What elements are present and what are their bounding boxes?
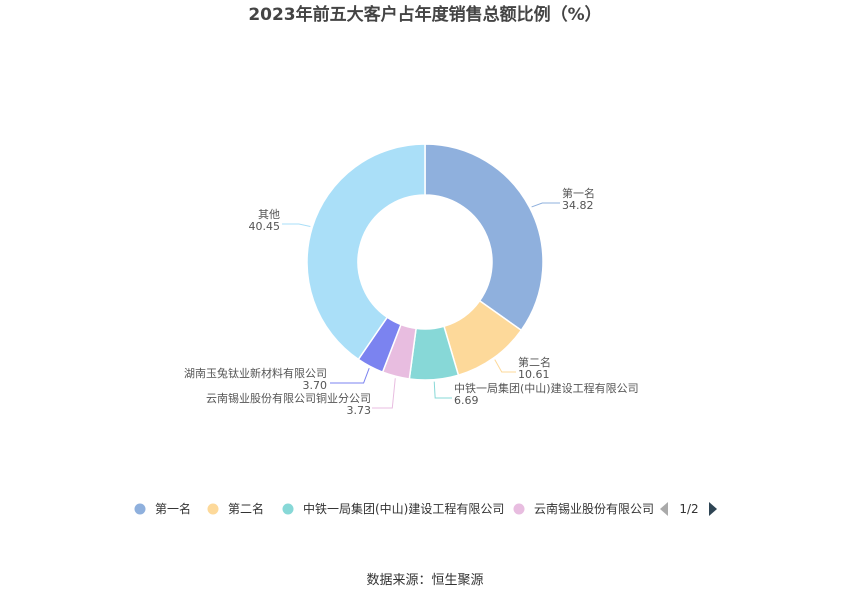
legend-next-icon[interactable] <box>709 502 717 516</box>
slice-name-label: 第二名 <box>518 355 551 369</box>
slice-value-label: 34.82 <box>562 199 594 212</box>
legend-pager: 1/2 <box>660 502 717 516</box>
slice-value-label: 10.61 <box>518 368 550 381</box>
donut-slices <box>306 143 544 381</box>
slice-name-label: 中铁一局集团(中山)建设工程有限公司 <box>454 381 639 395</box>
leader-line-1 <box>531 202 560 208</box>
legend-item[interactable]: 第二名 <box>207 501 265 516</box>
slice-value-label: 3.73 <box>347 404 372 417</box>
data-source: 数据来源：恒生聚源 <box>366 573 483 588</box>
legend-label: 第二名 <box>228 501 264 516</box>
legend-label: 第一名 <box>155 501 191 516</box>
legend-label: 云南锡业股份有限公司 <box>534 501 654 516</box>
legend: 第一名 第二名 中铁一局集团(中山)建设工程有限公司 云南锡业股份有限公司 <box>134 501 655 516</box>
legend-prev-icon[interactable] <box>660 502 668 516</box>
leader-line-3 <box>433 381 452 399</box>
slice-name-label: 其他 <box>258 208 280 221</box>
legend-item[interactable]: 中铁一局集团(中山)建设工程有限公司 <box>282 501 505 516</box>
legend-swatch <box>513 503 525 515</box>
slice-value-label: 40.45 <box>249 220 281 233</box>
legend-item[interactable]: 第一名 <box>134 501 192 516</box>
legend-item[interactable]: 云南锡业股份有限公司 <box>513 501 655 516</box>
leader-line-5 <box>330 368 370 384</box>
slice-value-label: 3.70 <box>303 379 328 392</box>
leader-line-2 <box>494 359 516 373</box>
slice-name-label: 第一名 <box>562 186 595 200</box>
legend-swatch <box>207 503 219 515</box>
legend-label: 中铁一局集团(中山)建设工程有限公司 <box>303 501 504 516</box>
leader-line-4 <box>372 378 396 409</box>
chart-title: 2023年前五大客户占年度销售总额比例（%） <box>248 4 601 25</box>
slice-name-label: 湖南玉兔钛业新材料有限公司 <box>184 366 327 380</box>
legend-page-indicator: 1/2 <box>679 502 698 516</box>
slice-value-label: 6.69 <box>454 394 479 407</box>
leader-line-6 <box>282 223 311 228</box>
slice-6[interactable] <box>306 143 426 361</box>
slice-1[interactable] <box>424 143 544 332</box>
legend-swatch <box>282 503 294 515</box>
slice-name-label: 云南锡业股份有限公司铜业分公司 <box>206 391 371 405</box>
legend-swatch <box>134 503 146 515</box>
